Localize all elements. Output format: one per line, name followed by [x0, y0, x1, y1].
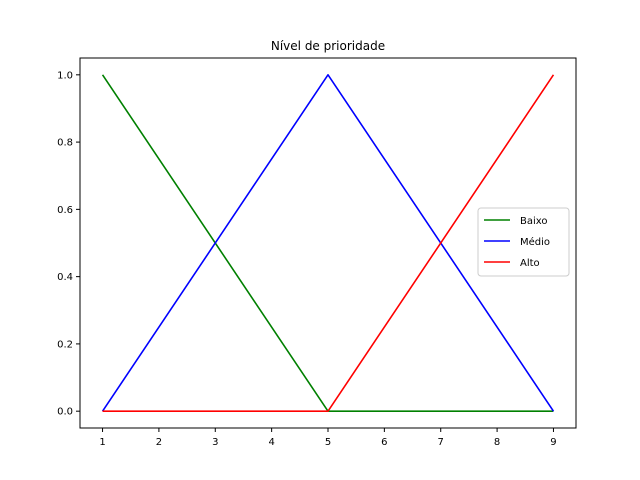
x-tick-label: 7 — [438, 437, 444, 448]
legend: Baixo Médio Alto — [477, 207, 570, 277]
y-tick-label: 0.0 — [57, 407, 73, 418]
series-line-médio — [101, 74, 555, 412]
plot-area — [101, 74, 555, 412]
y-tick-label: 0.2 — [57, 339, 73, 350]
x-axis: 1 2 3 4 5 6 7 8 9 — [99, 428, 557, 448]
y-tick-label: 1.0 — [57, 70, 73, 81]
x-tick-label: 4 — [268, 437, 274, 448]
x-tick-label: 3 — [212, 437, 218, 448]
y-axis: 0.0 0.2 0.4 0.6 0.8 1.0 — [57, 70, 80, 418]
x-tick-label: 9 — [550, 437, 556, 448]
x-tick-label: 1 — [99, 437, 105, 448]
y-tick-label: 0.6 — [57, 205, 73, 216]
series-line-alto — [102, 74, 555, 412]
y-tick-label: 0.8 — [57, 138, 73, 149]
legend-label: Baixo — [520, 216, 548, 227]
legend-label: Alto — [520, 258, 540, 269]
x-tick-label: 2 — [156, 437, 162, 448]
x-tick-label: 6 — [381, 437, 387, 448]
legend-box — [477, 207, 570, 277]
x-tick-label: 8 — [494, 437, 500, 448]
y-tick-label: 0.4 — [57, 272, 73, 283]
x-tick-label: 5 — [325, 437, 331, 448]
legend-label: Médio — [520, 236, 550, 248]
chart-title: Nível de prioridade — [271, 39, 385, 53]
